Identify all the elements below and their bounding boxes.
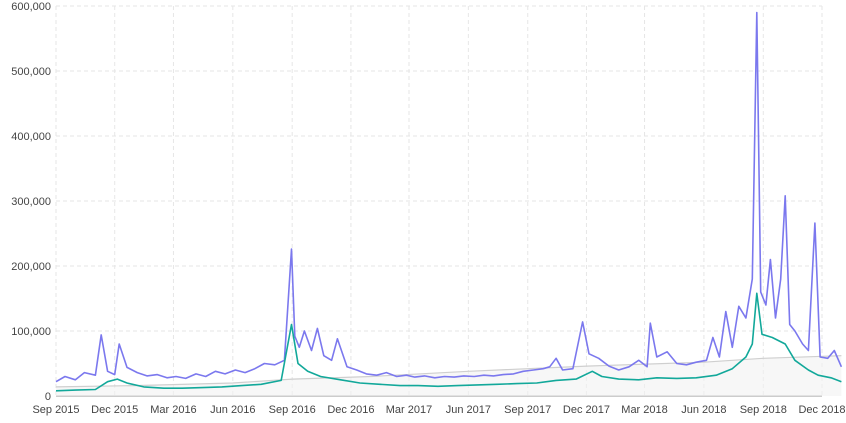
- y-tick-label: 200,000: [11, 261, 51, 273]
- x-tick-label: Sep 2017: [504, 404, 551, 416]
- series-line-2: [55, 355, 842, 388]
- x-tick-label: Sep 2016: [269, 404, 316, 416]
- y-tick-label: 500,000: [11, 66, 51, 78]
- x-tick-label: Jun 2017: [446, 404, 491, 416]
- x-tick-label: Jun 2018: [681, 404, 726, 416]
- trend-area: [56, 355, 842, 396]
- series-line-1: [55, 292, 842, 392]
- grid: [55, 5, 823, 396]
- x-tick-label: Dec 2015: [91, 404, 138, 416]
- y-tick-label: 300,000: [11, 196, 51, 208]
- x-axis: Sep 2015 Dec 2015 Mar 2016 Jun 2016 Sep 2016…: [32, 395, 846, 416]
- x-tick-label: Dec 2017: [563, 404, 610, 416]
- y-tick-label: 400,000: [11, 131, 51, 143]
- series-line-0: [55, 11, 843, 383]
- y-axis: 0 100,000 200,000 300,000 400,000 500,000 600,…: [11, 1, 51, 403]
- x-tick-label: Dec 2018: [798, 404, 845, 416]
- x-tick-label: Dec 2016: [327, 404, 374, 416]
- x-tick-label: Mar 2017: [386, 404, 432, 416]
- y-tick-label: 100,000: [11, 326, 51, 338]
- y-tick-label: 0: [45, 391, 51, 403]
- x-tick-label: Sep 2018: [740, 404, 787, 416]
- x-tick-label: Sep 2015: [32, 404, 79, 416]
- x-tick-label: Mar 2016: [150, 404, 196, 416]
- x-tick-label: Mar 2018: [621, 404, 667, 416]
- x-tick-label: Jun 2016: [210, 404, 255, 416]
- series-layer: [55, 11, 843, 396]
- y-tick-label: 600,000: [11, 1, 51, 13]
